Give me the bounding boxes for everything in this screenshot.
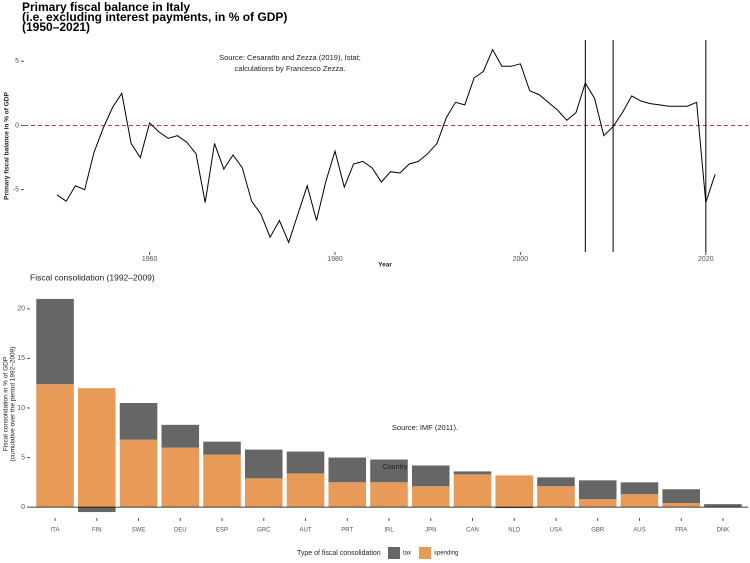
bar [453, 471, 492, 475]
x-tick-label: 1960 [142, 256, 158, 263]
x-axis-label: Country [383, 464, 408, 471]
y-tick-label: 0 [21, 504, 25, 511]
annotation: Source: Cesaratto and Zezza (2019), Ista… [219, 53, 361, 62]
bar [370, 482, 408, 508]
x-tick-label: GRC [257, 528, 271, 534]
bar [495, 475, 534, 508]
bar [161, 424, 200, 448]
bar [620, 482, 659, 495]
x-tick-label: FRA [675, 528, 687, 534]
bar [411, 465, 450, 487]
data-line [56, 48, 716, 244]
bar [370, 459, 408, 483]
x-tick-label: CAN [466, 528, 479, 534]
x-tick-label: GBR [591, 528, 605, 534]
x-tick-label: 1980 [327, 256, 343, 263]
bar [704, 504, 742, 508]
bar [119, 439, 158, 508]
x-tick-label: ITA [51, 528, 60, 534]
bar [620, 494, 659, 508]
annotation: Source: IMF (2011). [392, 423, 458, 432]
x-tick-label: FIN [92, 528, 102, 534]
bar [328, 482, 367, 508]
bar [244, 478, 283, 508]
bar [244, 449, 283, 479]
y-axis-label: Fiscal consolidation in % of GDP [3, 357, 10, 451]
y-tick-label: 10 [17, 405, 25, 412]
chart-subtitle: Fiscal consolidation (1992–2009) [30, 272, 155, 282]
x-tick-label: IRL [384, 528, 394, 534]
bar [495, 507, 534, 509]
bar [119, 403, 158, 440]
bar [453, 474, 492, 508]
x-tick-label: DEU [174, 528, 187, 534]
bar [36, 298, 74, 385]
bar [411, 486, 450, 508]
y-tick-label: 5 [15, 58, 19, 65]
legend-title: Type of fiscal consolidation [297, 550, 381, 557]
legend-label: spending [434, 551, 458, 557]
bar [662, 503, 700, 508]
x-axis-label: Year [378, 262, 392, 269]
bar [203, 441, 241, 455]
bar [537, 477, 575, 487]
chart-title: (1950–2021) [22, 20, 90, 34]
y-tick-label: 0 [15, 122, 19, 129]
x-tick-label: 2000 [513, 256, 529, 263]
y-tick-label: 20 [17, 306, 25, 313]
legend-swatch [419, 547, 432, 559]
chart-title: (i.e. excluding interest payments, in % … [22, 10, 287, 24]
x-tick-label: SWE [132, 528, 146, 534]
legend-swatch [388, 547, 400, 559]
bar [578, 480, 617, 500]
bar [286, 473, 325, 508]
bar [286, 451, 325, 474]
x-tick-label: AUS [633, 528, 645, 534]
x-tick-label: AUT [300, 528, 312, 534]
y-axis-label: Primary fiscal balance in % of GDP [4, 92, 11, 200]
x-tick-label: PRT [341, 528, 353, 534]
x-tick-label: JPN [425, 528, 436, 534]
x-tick-label: ESP [216, 528, 228, 534]
bar [578, 499, 617, 508]
y-tick-label: 15 [17, 355, 25, 362]
x-tick-label: NLD [508, 528, 521, 534]
chart-title: Primary fiscal balance in Italy [22, 0, 190, 14]
x-tick-label: 2020 [698, 256, 714, 263]
annotation: calculations by Francesco Zezza. [235, 64, 346, 73]
legend-label: tax [403, 551, 411, 557]
y-tick-label: 5 [21, 454, 25, 461]
bar [78, 507, 116, 513]
y-axis-label: (cumulative over the period 1992–2009) [10, 347, 17, 462]
bar [328, 457, 367, 483]
y-tick-label: -5 [13, 187, 19, 194]
bar [36, 384, 74, 508]
bar [537, 486, 575, 508]
bar [161, 447, 200, 508]
bar [662, 489, 700, 504]
bar [78, 388, 116, 508]
bar [203, 454, 241, 508]
x-tick-label: USA [550, 528, 562, 534]
x-tick-label: DNK [717, 528, 730, 534]
